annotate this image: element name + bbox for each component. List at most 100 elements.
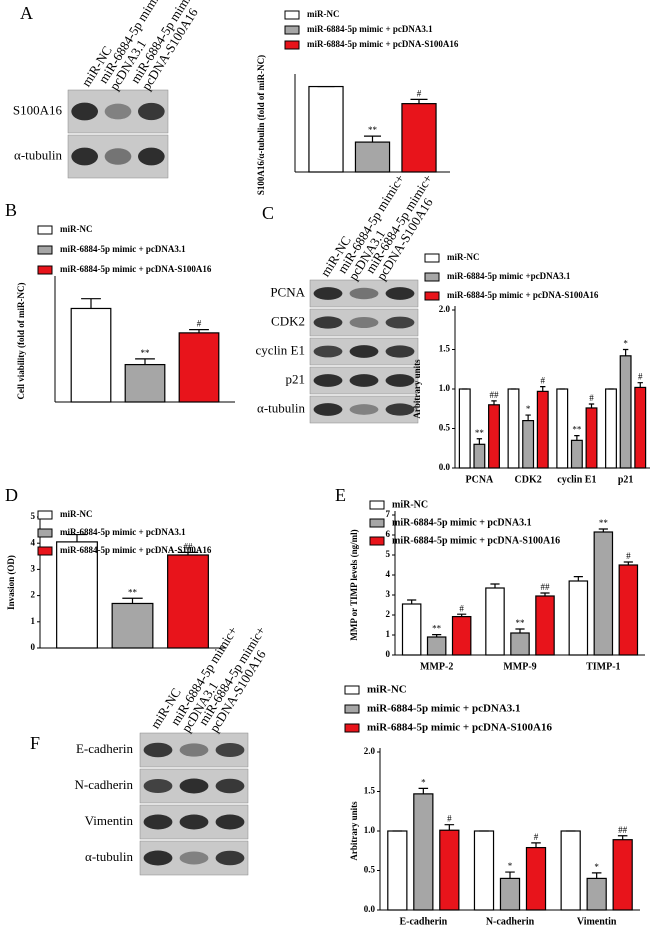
error-bar bbox=[177, 551, 199, 555]
y-tick-label: 7 bbox=[386, 509, 391, 519]
blot-row-label: α-tubulin bbox=[257, 400, 305, 415]
y-tick-label: 0.5 bbox=[439, 423, 451, 433]
blot-band bbox=[104, 148, 132, 165]
significance-label: * bbox=[594, 862, 599, 872]
error-bar bbox=[505, 871, 515, 879]
blot-band bbox=[179, 743, 209, 757]
bar bbox=[354, 141, 391, 173]
bar bbox=[401, 103, 437, 173]
blot-band bbox=[143, 778, 173, 794]
legend-swatch bbox=[424, 272, 440, 282]
y-tick-label: 0 bbox=[386, 649, 391, 659]
legend-label: miR-6884-5p mimic + pcDNA-S100A16 bbox=[60, 264, 212, 274]
y-axis-label: Arbitrary units bbox=[412, 359, 422, 419]
legend-label: miR-NC bbox=[60, 509, 93, 519]
legend-swatch bbox=[284, 10, 300, 20]
bar bbox=[612, 839, 633, 911]
significance-label: ** bbox=[432, 624, 442, 634]
error-bar bbox=[622, 348, 629, 356]
blot-row-label: CDK2 bbox=[271, 313, 305, 328]
legend-label: miR-6884-5p mimic +pcDNA3.1 bbox=[447, 271, 571, 281]
legend-label: miR-6884-5p mimic + pcDNA-S100A16 bbox=[367, 722, 553, 734]
x-tick-label: E-cadherin bbox=[399, 916, 447, 927]
blot-band bbox=[313, 374, 343, 387]
blot-band bbox=[215, 742, 245, 758]
y-axis-label: Cell viability (fold of miR-NC) bbox=[16, 283, 26, 400]
bar bbox=[560, 830, 581, 911]
bar bbox=[585, 407, 598, 469]
legend-swatch bbox=[284, 40, 300, 50]
bar bbox=[570, 439, 583, 469]
y-tick-label: 1.5 bbox=[439, 344, 451, 354]
error-bar bbox=[189, 329, 209, 333]
y-tick-label: 0.5 bbox=[364, 865, 376, 875]
error-bar bbox=[490, 583, 500, 588]
legend-swatch bbox=[424, 291, 440, 301]
bar bbox=[499, 877, 521, 911]
error-bar bbox=[418, 787, 429, 794]
blot-band bbox=[71, 102, 98, 121]
blot-band bbox=[179, 851, 209, 865]
legend-label: miR-NC bbox=[60, 224, 93, 234]
x-tick-label: MMP-9 bbox=[503, 661, 536, 672]
blot-band bbox=[349, 345, 379, 358]
legend-swatch bbox=[369, 518, 385, 528]
error-bar bbox=[525, 414, 531, 421]
x-tick-label: PCNA bbox=[465, 474, 494, 485]
blot-band bbox=[313, 345, 343, 358]
legend-swatch bbox=[344, 723, 360, 733]
legend-label: miR-6884-5p mimic + pcDNA3.1 bbox=[60, 527, 186, 537]
blot-band bbox=[385, 345, 415, 358]
significance-label: ## bbox=[184, 541, 194, 551]
y-tick-label: 6 bbox=[386, 529, 391, 539]
significance-label: # bbox=[589, 393, 594, 403]
y-tick-label: 2.0 bbox=[439, 304, 451, 314]
legend-swatch bbox=[37, 265, 53, 275]
x-tick-label: TIMP-1 bbox=[586, 661, 620, 672]
blot-row-label: p21 bbox=[286, 371, 306, 386]
significance-label: ** bbox=[475, 428, 485, 438]
blot-row-label: Vimentin bbox=[85, 813, 134, 828]
y-axis-label: Arbitrary units bbox=[349, 801, 359, 861]
error-bar bbox=[637, 382, 643, 388]
panel-letter: F bbox=[30, 733, 40, 753]
y-tick-label: 2 bbox=[31, 590, 36, 600]
legend-label: miR-6884-5p mimic + pcDNA-S100A16 bbox=[447, 290, 599, 300]
legend-swatch bbox=[37, 528, 53, 538]
blot-band bbox=[385, 287, 415, 300]
significance-label: * bbox=[421, 777, 426, 787]
blot-band bbox=[179, 778, 209, 794]
error-bar bbox=[410, 98, 428, 104]
y-tick-label: 1.0 bbox=[439, 383, 451, 393]
significance-label: ## bbox=[618, 825, 628, 835]
error-bar bbox=[66, 533, 88, 542]
bar bbox=[510, 632, 530, 656]
bar bbox=[473, 830, 495, 911]
y-tick-label: 5 bbox=[386, 549, 391, 559]
bar bbox=[70, 307, 112, 403]
significance-label: ## bbox=[541, 582, 551, 592]
error-bar bbox=[363, 135, 382, 143]
bar bbox=[111, 602, 154, 649]
error-bar bbox=[491, 400, 497, 405]
y-axis-label: S100A16/α-tubulin (fold of miR-NC) bbox=[256, 55, 266, 195]
blot-band bbox=[138, 147, 165, 166]
error-bar bbox=[617, 835, 628, 840]
legend-swatch bbox=[37, 225, 53, 235]
legend-label: miR-NC bbox=[367, 684, 407, 696]
bar bbox=[178, 332, 220, 403]
blot-band bbox=[313, 316, 343, 329]
bar bbox=[619, 355, 632, 469]
significance-label: # bbox=[638, 372, 643, 382]
error-bar bbox=[598, 528, 608, 532]
blot-row-label: PCNA bbox=[270, 284, 305, 299]
legend-label: miR-6884-5p mimic + pcDNA-S100A16 bbox=[307, 39, 459, 49]
significance-label: ** bbox=[128, 587, 138, 597]
error-bar bbox=[540, 386, 546, 392]
blot-band bbox=[71, 147, 98, 166]
legend-swatch bbox=[369, 500, 385, 510]
blot-band bbox=[349, 316, 379, 329]
y-tick-label: 2.0 bbox=[364, 746, 376, 756]
significance-label: * bbox=[508, 861, 513, 871]
blot-band bbox=[385, 403, 415, 416]
